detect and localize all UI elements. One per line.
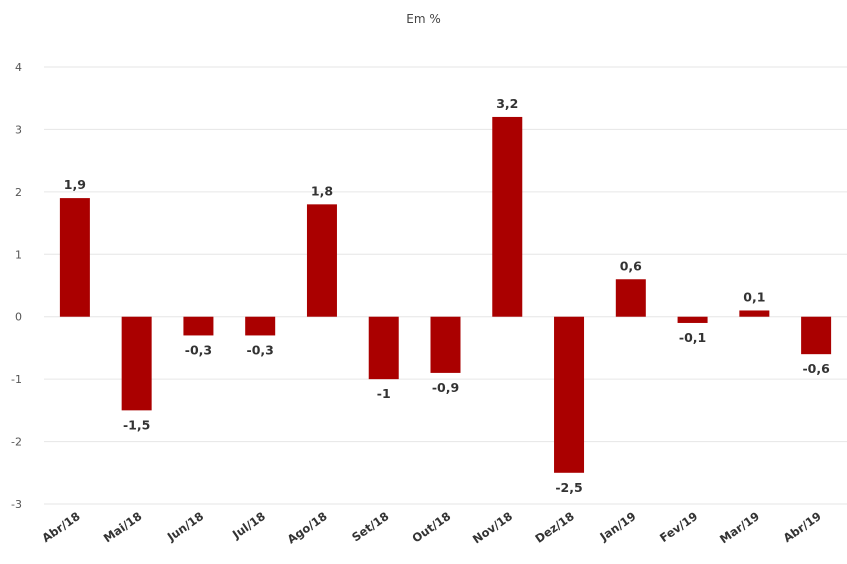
data-label: -1,5 bbox=[123, 417, 150, 432]
y-tick-label: 4 bbox=[15, 61, 22, 74]
x-tick-label: Jul/18 bbox=[229, 509, 268, 542]
y-tick-label: 0 bbox=[15, 311, 22, 324]
bar bbox=[739, 310, 770, 317]
data-label: 0,1 bbox=[743, 289, 765, 304]
data-label: -0,3 bbox=[185, 342, 212, 357]
x-tick-label: Fev/19 bbox=[657, 509, 700, 545]
x-tick-label: Mar/19 bbox=[717, 509, 762, 546]
data-label: 0,6 bbox=[620, 258, 642, 273]
bar bbox=[59, 198, 90, 317]
y-tick-label: -1 bbox=[11, 373, 22, 386]
bar bbox=[554, 316, 585, 473]
bar bbox=[801, 316, 832, 355]
bar bbox=[430, 316, 461, 373]
x-tick-label: Jun/18 bbox=[164, 509, 206, 544]
data-label: 1,9 bbox=[64, 177, 86, 192]
data-label: -0,9 bbox=[432, 380, 459, 395]
bar bbox=[245, 316, 276, 336]
x-tick-label: Mai/18 bbox=[101, 509, 145, 545]
y-tick-label: 2 bbox=[15, 186, 22, 199]
x-tick-label: Ago/18 bbox=[285, 509, 330, 546]
x-tick-label: Set/18 bbox=[349, 509, 391, 544]
y-tick-label: 3 bbox=[15, 123, 22, 136]
x-tick-label: Abr/19 bbox=[781, 509, 824, 545]
bar bbox=[677, 316, 708, 323]
data-label: -2,5 bbox=[555, 480, 582, 495]
x-tick-label: Jan/19 bbox=[597, 509, 639, 544]
bar bbox=[368, 316, 399, 380]
data-label: -0,6 bbox=[802, 361, 830, 376]
bar bbox=[183, 316, 214, 336]
y-tick-label: 1 bbox=[15, 248, 22, 261]
x-tick-label: Out/18 bbox=[409, 509, 453, 546]
chart-title: Em % bbox=[406, 12, 441, 26]
y-tick-label: -2 bbox=[11, 436, 22, 449]
bar bbox=[492, 116, 523, 317]
data-label: 1,8 bbox=[311, 183, 333, 198]
data-label: -0,3 bbox=[247, 342, 274, 357]
data-label: -1 bbox=[377, 386, 391, 401]
data-label: -0,1 bbox=[679, 330, 706, 345]
bar bbox=[615, 279, 646, 317]
x-tick-label: Nov/18 bbox=[470, 509, 515, 546]
bar bbox=[121, 316, 152, 411]
data-label: 3,2 bbox=[496, 96, 518, 111]
x-tick-label: Abr/18 bbox=[39, 509, 82, 545]
y-tick-label: -3 bbox=[11, 498, 22, 511]
x-tick-label: Dez/18 bbox=[532, 509, 576, 546]
bar bbox=[306, 204, 337, 317]
